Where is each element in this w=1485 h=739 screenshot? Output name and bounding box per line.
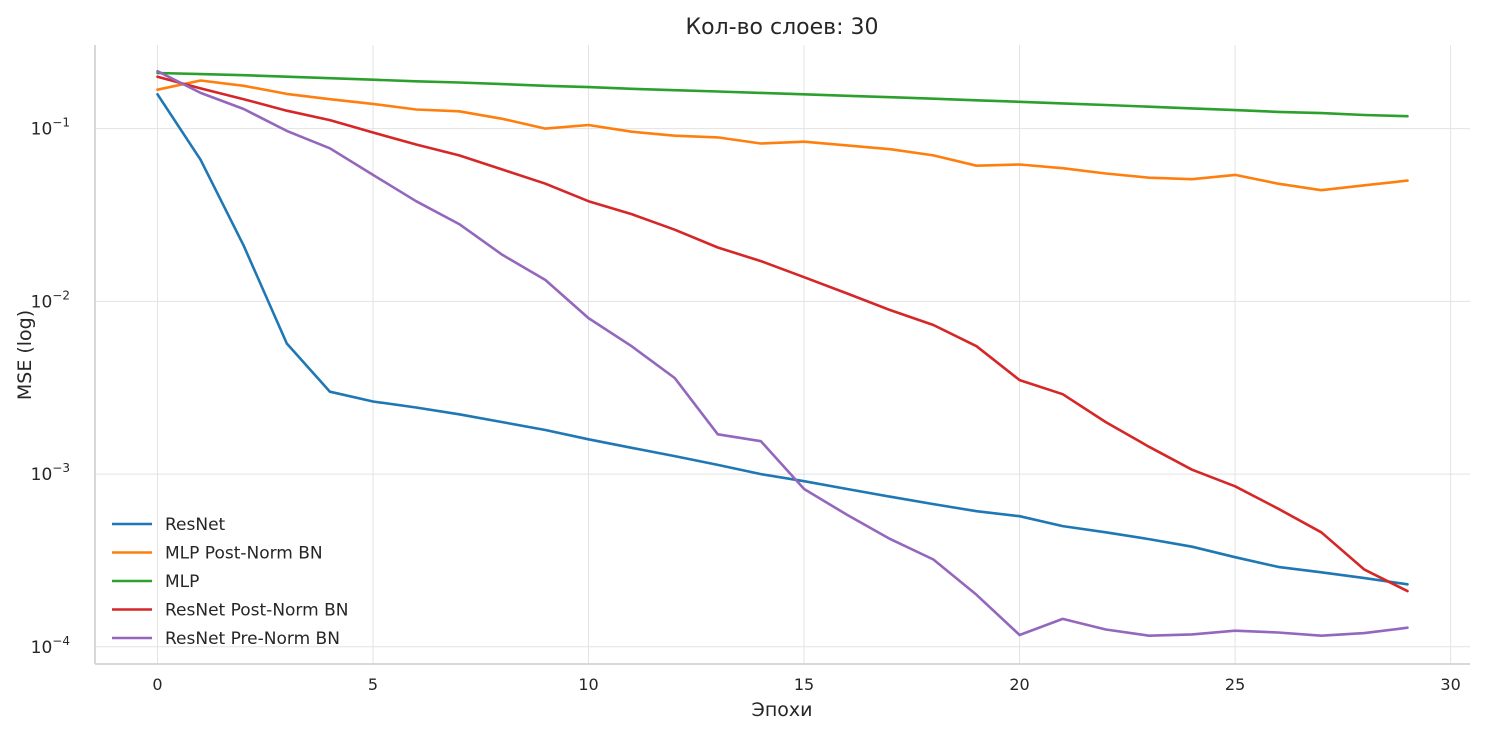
series-line-0	[156, 93, 1409, 586]
x-tick-label: 10	[578, 675, 598, 694]
chart-title: Кол-во слоев: 30	[685, 15, 878, 40]
series-line-3	[156, 75, 1409, 593]
tick-labels: 0 5 10 15 20 25 30 10−4 10−3 10−2 10−1	[31, 116, 1461, 694]
series-line-4	[156, 69, 1409, 638]
legend-label-4: ResNet Pre-Norm BN	[165, 629, 340, 649]
legend-label-3: ResNet Post-Norm BN	[165, 601, 348, 621]
y-tick-label: 10−3	[31, 461, 70, 485]
y-tick-label: 10−4	[31, 634, 70, 658]
grid	[95, 45, 1470, 664]
x-tick-label: 0	[152, 675, 162, 694]
axes	[94, 45, 1470, 665]
series-lines	[156, 69, 1409, 638]
x-axis-label: Эпохи	[752, 699, 813, 721]
series-line-2	[156, 71, 1409, 118]
x-tick-label: 20	[1009, 675, 1029, 694]
legend-label-0: ResNet	[165, 515, 226, 535]
x-tick-label: 15	[794, 675, 814, 694]
x-tick-label: 30	[1440, 675, 1460, 694]
y-tick-label: 10−1	[31, 116, 70, 140]
legend-label-1: MLP Post-Norm BN	[165, 544, 323, 564]
y-tick-label: 10−2	[31, 288, 70, 312]
x-tick-label: 5	[368, 675, 378, 694]
series-line-1	[156, 79, 1409, 192]
y-axis-label: MSE (log)	[14, 310, 36, 400]
x-tick-label: 25	[1225, 675, 1245, 694]
legend: ResNet MLP Post-Norm BN MLP ResNet Post-Nor…	[112, 515, 348, 649]
legend-label-2: MLP	[165, 572, 199, 592]
